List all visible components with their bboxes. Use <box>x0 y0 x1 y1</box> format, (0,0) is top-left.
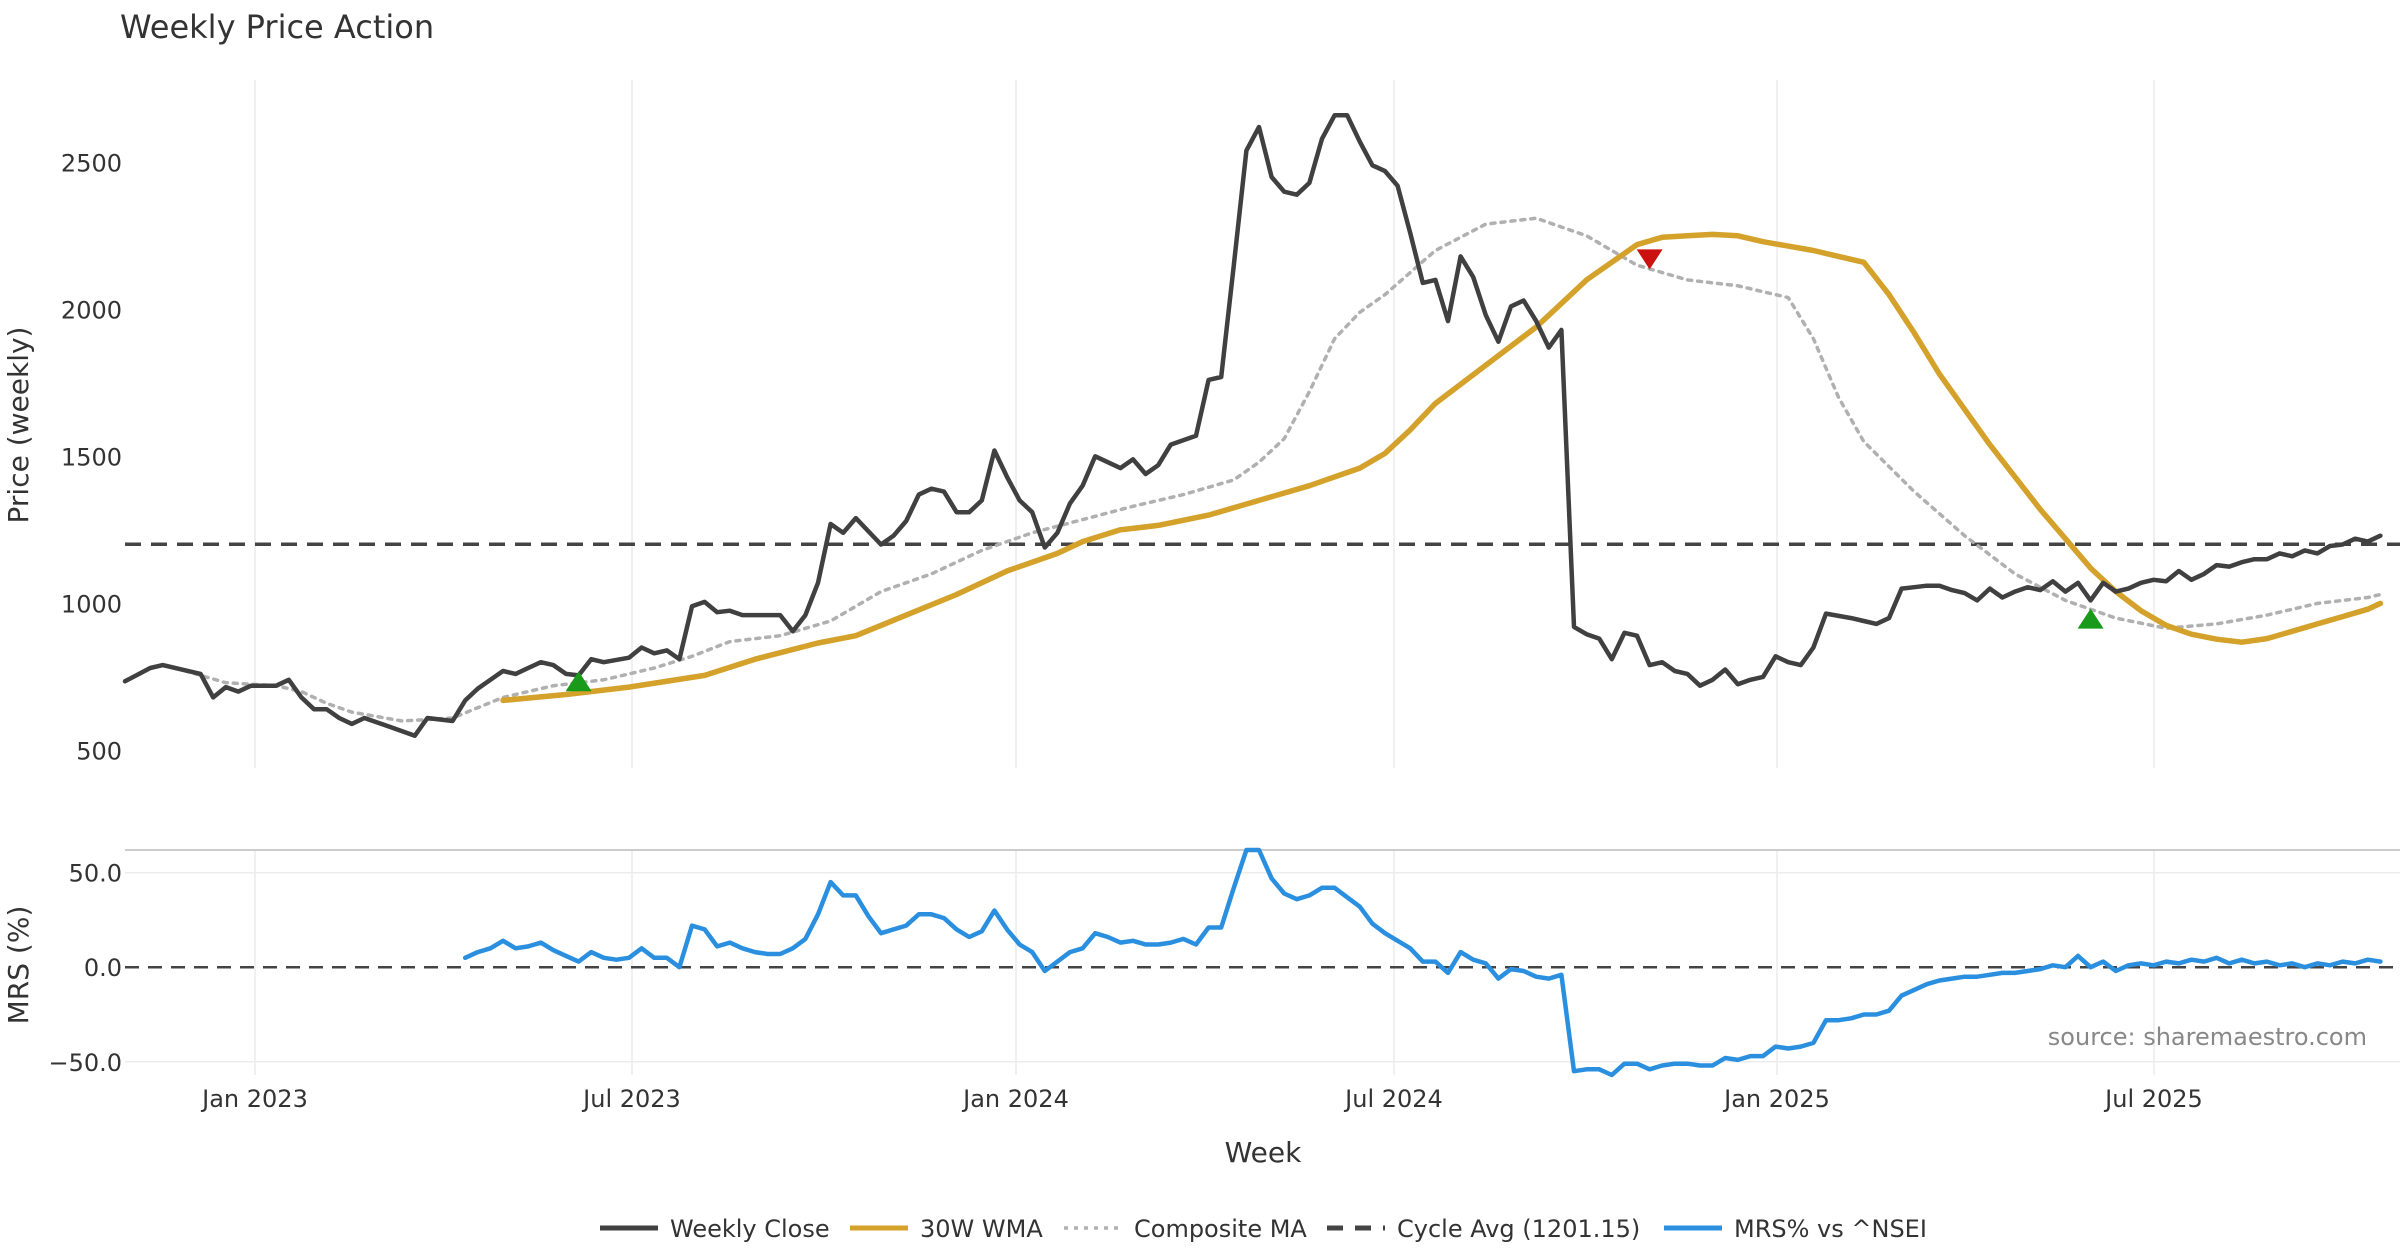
mrs-line <box>462 847 2383 1078</box>
x-tick-label: Jan 2023 <box>200 1085 308 1113</box>
price-y-tick-label: 500 <box>76 737 122 765</box>
x-tick-label: Jul 2025 <box>2103 1085 2203 1113</box>
wma-30w-line <box>500 231 2384 704</box>
sell-signal-marker <box>1636 249 1663 270</box>
price-y-tick-label: 1500 <box>61 443 122 471</box>
price-panel: 500 1000 1500 2000 2500 <box>61 80 2400 768</box>
buy-signal-marker <box>565 671 592 692</box>
mrs-y-tick-label: 50.0 <box>69 860 122 888</box>
x-tick-label: Jan 2024 <box>961 1085 1069 1113</box>
legend-weekly-close-label: Weekly Close <box>670 1215 830 1243</box>
x-tick-label: Jan 2025 <box>1722 1085 1830 1113</box>
x-tick-label: Jul 2023 <box>581 1085 681 1113</box>
price-y-axis-label: Price (weekly) <box>2 327 35 524</box>
composite-ma-line <box>173 216 2383 723</box>
x-axis: Jan 2023 Jul 2023 Jan 2024 Jul 2024 Jan 2025… <box>200 1085 2203 1113</box>
x-tick-label: Jul 2024 <box>1343 1085 1443 1113</box>
legend-mrs-label: MRS% vs ^NSEI <box>1734 1215 1927 1243</box>
legend-cycle-avg-label: Cycle Avg (1201.15) <box>1397 1215 1640 1243</box>
watermark: source: sharemaestro.com <box>2048 1023 2367 1051</box>
legend-composite-ma-label: Composite MA <box>1134 1215 1307 1243</box>
price-y-tick-label: 2500 <box>61 149 122 177</box>
weekly-close-line <box>122 113 2383 738</box>
buy-signal-marker <box>2077 608 2104 629</box>
mrs-y-axis-label: MRS (%) <box>2 906 35 1025</box>
mrs-panel: 50.0 0.0 −50.0 <box>48 847 2400 1078</box>
chart-title: Weekly Price Action <box>120 8 434 46</box>
price-y-tick-label: 2000 <box>61 296 122 324</box>
mrs-y-tick-label: 0.0 <box>84 954 122 982</box>
legend-30w-wma-label: 30W WMA <box>920 1215 1043 1243</box>
mrs-y-tick-label: −50.0 <box>48 1049 122 1077</box>
price-y-tick-label: 1000 <box>61 590 122 618</box>
legend: Weekly Close 30W WMA Composite MA Cycle Avg… <box>600 1215 1927 1243</box>
x-axis-label: Week <box>1225 1136 1302 1169</box>
